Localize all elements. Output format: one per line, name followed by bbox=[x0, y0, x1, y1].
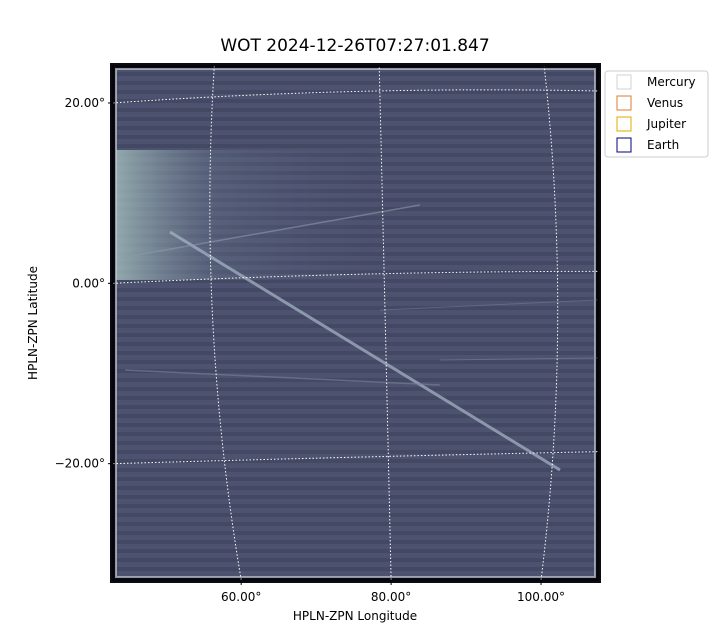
legend-swatch bbox=[616, 74, 632, 90]
image bbox=[110, 63, 601, 583]
legend: Mercury Venus Jupiter Earth bbox=[604, 70, 709, 158]
grid-line bbox=[112, 451, 599, 465]
x-tick-label: 80.00° bbox=[371, 590, 411, 604]
y-tick-label: 0.00° bbox=[72, 276, 105, 290]
axes-frame bbox=[112, 65, 599, 581]
x-tick-label: 60.00° bbox=[221, 590, 261, 604]
grid-line bbox=[378, 65, 392, 581]
legend-swatch bbox=[616, 95, 632, 111]
y-tick-label: 20.00° bbox=[65, 96, 105, 110]
y-axis-label: HPLN-ZPN Latitude bbox=[26, 266, 40, 380]
legend-label: Venus bbox=[647, 96, 683, 110]
legend-swatch bbox=[616, 137, 632, 153]
x-tick-label: 100.00° bbox=[517, 590, 565, 604]
legend-label: Jupiter bbox=[646, 117, 686, 131]
grid-line bbox=[540, 65, 559, 581]
x-axis-label: HPLN-ZPN Longitude bbox=[293, 609, 417, 623]
grid-line bbox=[209, 65, 242, 581]
chart-title: WOT 2024-12-26T07:27:01.847 bbox=[220, 36, 489, 56]
grid-line bbox=[112, 89, 599, 104]
legend-swatch bbox=[616, 116, 632, 132]
legend-label: Earth bbox=[647, 138, 679, 152]
grid-line bbox=[112, 270, 599, 284]
y-tick-label: −20.00° bbox=[55, 457, 105, 471]
legend-label: Mercury bbox=[647, 75, 696, 89]
legend-box bbox=[604, 70, 709, 158]
